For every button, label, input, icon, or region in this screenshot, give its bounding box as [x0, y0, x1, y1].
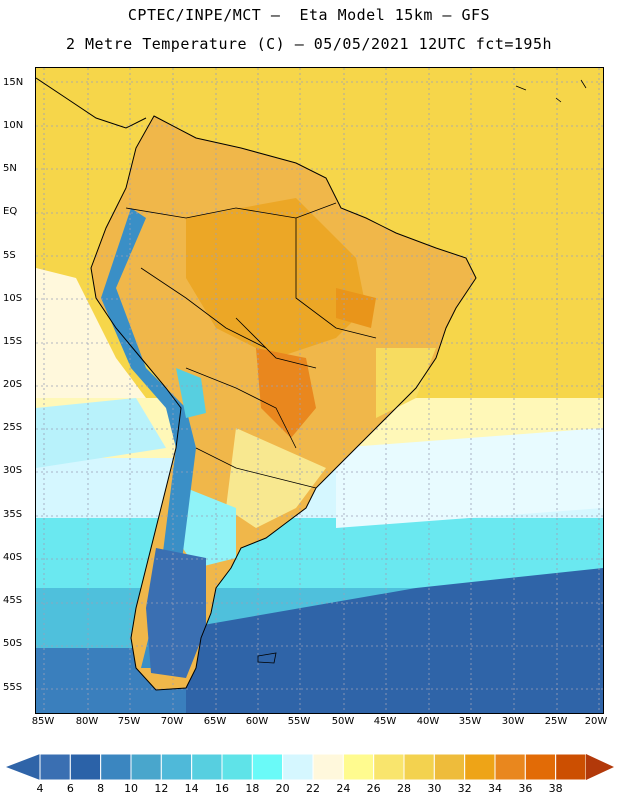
atlantic-cool-water [336, 428, 603, 528]
legend-swatch [191, 753, 223, 781]
lon-label-55w: 55W [287, 716, 311, 727]
legend-swatch [494, 753, 526, 781]
legend-swatch [403, 753, 435, 781]
amazon-hot-zone [186, 198, 366, 358]
border-andes [140, 267, 267, 349]
lon-label-50w: 50W [331, 716, 355, 727]
pacific-cool-tongue [36, 268, 146, 398]
ocean-band-cold [36, 518, 603, 588]
country-borders [125, 202, 377, 489]
lat-label-50s: 50S [3, 638, 23, 649]
legend-label: 8 [97, 782, 105, 795]
central-america-coast [36, 77, 147, 129]
legend-swatch [69, 753, 102, 781]
lon-label-35w: 35W [458, 716, 482, 727]
lon-label-65w: 65W [203, 716, 227, 727]
lon-label-85w: 85W [31, 716, 55, 727]
atlantic-coast-warm [376, 348, 436, 418]
legend-swatch [282, 753, 314, 781]
legend-label: 30 [427, 782, 442, 795]
lat-label-10s: 10S [3, 293, 23, 304]
border-brazil-east [295, 218, 377, 339]
central-hot-zone [256, 348, 316, 438]
legend-label: 18 [245, 782, 260, 795]
legend-label: 36 [518, 782, 533, 795]
lon-label-80w: 80W [75, 716, 99, 727]
legend-label: 20 [275, 782, 290, 795]
lake-titicaca-cold [176, 368, 206, 418]
legend-label: 24 [336, 782, 351, 795]
legend-label: 28 [397, 782, 411, 795]
legend-label: 4 [36, 782, 44, 795]
ne-brazil-hot-zone [336, 288, 376, 328]
lat-label-5n: 5N [3, 163, 17, 174]
legend-label: 6 [66, 782, 74, 795]
legend-swatch [555, 753, 587, 781]
legend-swatch [251, 753, 284, 781]
lat-label-10n: 10N [3, 120, 24, 131]
legend-label: 16 [215, 782, 229, 795]
lat-label-25s: 25S [3, 422, 23, 433]
legend-swatch [39, 753, 71, 781]
lat-label-35s: 35S [3, 509, 23, 520]
legend-swatch [100, 753, 132, 781]
pacific-cold-water [36, 398, 166, 468]
lat-label-20s: 20S [3, 379, 23, 390]
lat-label-40s: 40S [3, 552, 23, 563]
lat-label-55s: 55S [3, 682, 23, 693]
legend-swatch [312, 753, 344, 781]
legend-label: 10 [124, 782, 138, 795]
map-title-line-1: CPTEC/INPE/MCT – Eta Model 15km – GFS [127, 6, 491, 24]
lon-label-45w: 45W [373, 716, 397, 727]
islands [257, 79, 587, 664]
lon-label-25w: 25W [544, 716, 568, 727]
legend-label: 26 [366, 782, 381, 795]
map-canvas [36, 68, 603, 713]
caribbean-islands [515, 79, 587, 103]
legend-low-arrow [6, 754, 40, 780]
lat-label-15s: 15S [3, 336, 23, 347]
border-northwest [125, 202, 337, 219]
coastline-outline [90, 115, 477, 691]
temperature-map [35, 67, 604, 714]
map-title-line-2: 2 Metre Temperature (C) – 05/05/2021 12U… [65, 35, 553, 53]
legend-swatch [130, 753, 162, 781]
lon-label-60w: 60W [245, 716, 269, 727]
legend-swatches [39, 753, 587, 781]
border-central [185, 367, 297, 449]
malvinas-islands [257, 652, 277, 664]
patagonia-cold [146, 548, 206, 678]
legend-label: 38 [548, 782, 563, 795]
pampas-cool [176, 488, 236, 568]
lat-label-15n: 15N [3, 77, 24, 88]
legend-high-arrow [586, 754, 614, 780]
legend-label: 32 [457, 782, 472, 795]
legend-label: 34 [488, 782, 502, 795]
legend-swatch [464, 753, 496, 781]
legend-swatch [373, 753, 405, 781]
legend-swatch [342, 753, 375, 781]
lat-label-30s: 30S [3, 465, 23, 476]
lon-label-70w: 70W [160, 716, 184, 727]
border-south [195, 447, 317, 489]
lon-label-40w: 40W [416, 716, 440, 727]
legend-label: 22 [306, 782, 320, 795]
color-legend [6, 753, 614, 781]
legend-label: 12 [154, 782, 169, 795]
legend-swatch [221, 753, 253, 781]
legend-swatch [160, 753, 193, 781]
legend-label: 14 [184, 782, 199, 795]
legend-swatch [433, 753, 466, 781]
legend-swatch [524, 753, 557, 781]
deep-cold-southwest [186, 568, 603, 713]
lon-label-30w: 30W [501, 716, 525, 727]
lon-label-20w: 20W [584, 716, 608, 727]
border-brazil-south [235, 317, 317, 369]
lon-label-75w: 75W [117, 716, 141, 727]
lat-label-5s: 5S [3, 250, 16, 261]
lat-label-45s: 45S [3, 595, 23, 606]
lat-label-eq: EQ [3, 206, 18, 217]
